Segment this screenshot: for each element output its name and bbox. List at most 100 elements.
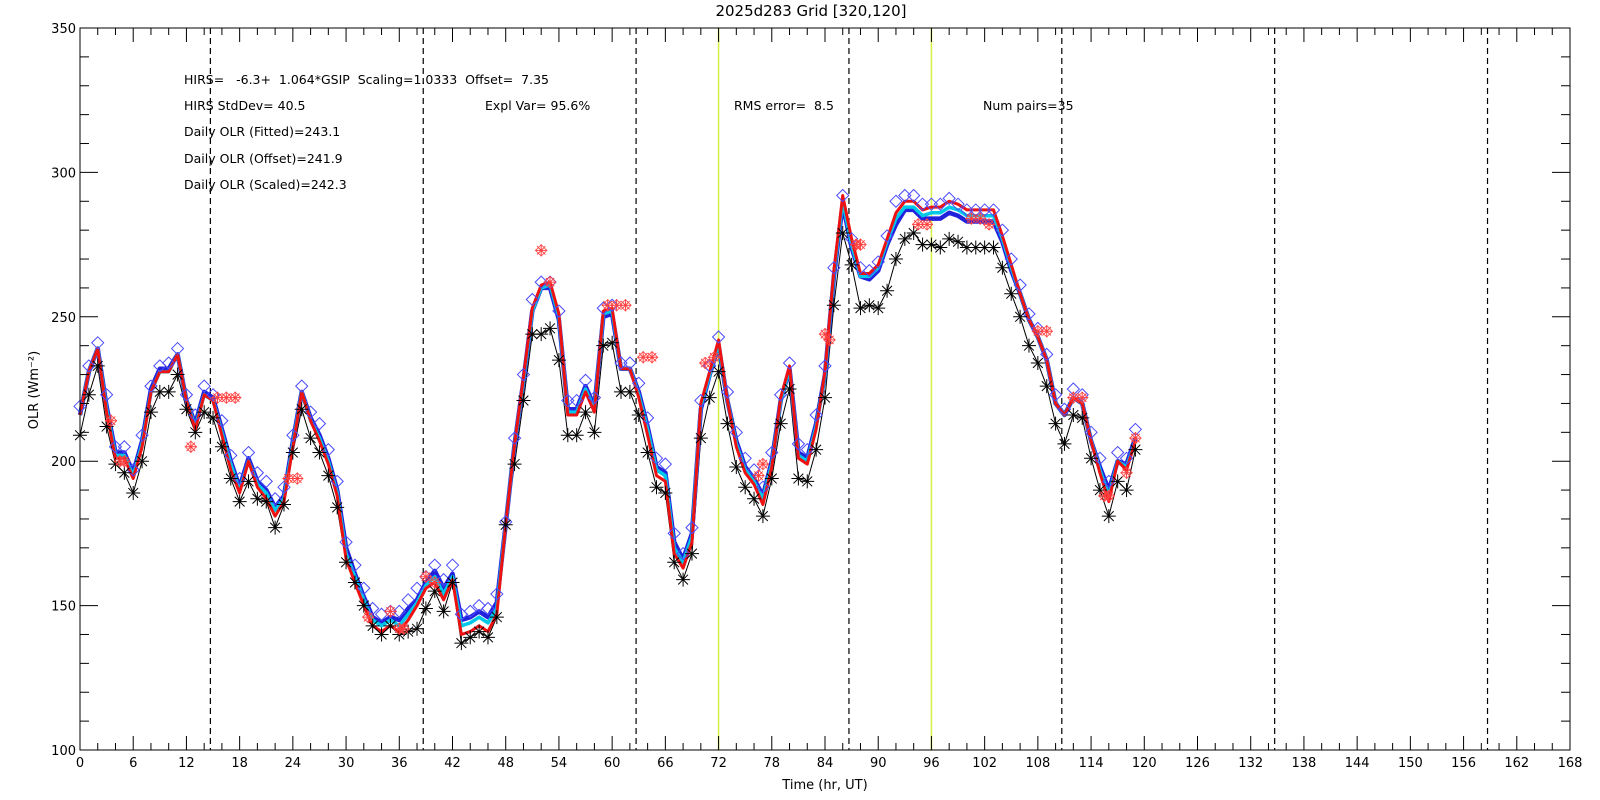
hirs-red-star-point xyxy=(419,570,432,583)
hirs-diamond-point xyxy=(649,451,664,466)
hirs-diamond-point xyxy=(1093,451,1107,466)
gsip-asterisk-point xyxy=(729,459,744,474)
gsip-asterisk-point xyxy=(454,636,469,651)
hirs-red-box xyxy=(228,391,242,404)
hirs-stddev: HIRS StdDev= 40.5 xyxy=(184,98,305,113)
hirs-diamond-point xyxy=(1048,388,1063,402)
hirs-red-star-point xyxy=(983,218,996,231)
hirs-red-box xyxy=(397,622,410,635)
hirs-diamond-point xyxy=(578,373,593,388)
gsip-asterisk-point xyxy=(1021,338,1036,353)
gsip-asterisk-point xyxy=(676,572,691,587)
gsip-asterisk-point xyxy=(472,624,487,639)
y-tick-label: 300 xyxy=(51,166,76,181)
hirs-diamond-point xyxy=(694,393,708,408)
hirs-red-box xyxy=(1102,489,1116,503)
gsip-asterisk-point xyxy=(711,364,726,379)
hirs-diamond-point xyxy=(108,440,123,454)
x-tick-label: 84 xyxy=(817,756,834,771)
hirs-diamond-point xyxy=(836,188,850,203)
gsip-asterisk-point xyxy=(312,445,327,460)
series-line-gsip xyxy=(79,232,1136,644)
gsip-asterisk-point xyxy=(738,480,753,495)
hirs-diamond-point xyxy=(898,188,912,203)
gsip-asterisk-point xyxy=(915,237,930,252)
hirs-diamond-point xyxy=(170,341,185,356)
hirs-diamond-point xyxy=(1057,402,1072,416)
gsip-asterisk-point xyxy=(1013,309,1028,324)
daily-olr-fitted: Daily OLR (Fitted)=243.1 xyxy=(184,124,340,139)
hirs-red-star-point xyxy=(819,328,831,341)
hirs-diamond-point xyxy=(1119,451,1134,466)
hirs-diamond-point xyxy=(490,587,504,601)
hirs-diamond-point xyxy=(977,203,992,217)
x-tick-label: 162 xyxy=(1504,756,1529,771)
gsip-asterisk-point xyxy=(418,601,433,616)
gsip-asterisk-point xyxy=(649,480,664,495)
hirs-diamond-point xyxy=(179,388,194,402)
hirs-diamond-point xyxy=(312,416,327,431)
hirs-red-star-point xyxy=(646,351,659,364)
axes: 0 6 12 18 24 30 36 42 48 54 60 66 72 78 84 90 96 102 108 11… xyxy=(51,22,1582,771)
hirs-diamond-point xyxy=(561,393,575,408)
hirs-red-box xyxy=(982,218,996,231)
y-tick-label: 250 xyxy=(51,311,76,326)
x-tick-label: 48 xyxy=(497,756,514,771)
gsip-asterisk-point xyxy=(259,494,274,509)
gsip-asterisk-point xyxy=(791,471,806,486)
hirs-red-star-point xyxy=(118,455,131,468)
hirs-red-star-point xyxy=(384,605,397,618)
hirs-diamond-point xyxy=(516,367,531,382)
gsip-asterisk-point xyxy=(285,445,300,460)
reference-lines xyxy=(209,28,1489,750)
hirs-diamond-point xyxy=(144,379,158,393)
hirs-diamond-point xyxy=(91,336,105,350)
hirs-diamond-point xyxy=(428,558,442,572)
gsip-asterisk-point xyxy=(179,402,194,417)
x-tick-label: 156 xyxy=(1451,756,1476,771)
hirs-diamond-point xyxy=(99,388,114,402)
hirs-red-star-point xyxy=(1076,391,1089,404)
gsip-asterisk-point xyxy=(551,353,566,368)
gsip-asterisk-point xyxy=(383,618,398,633)
gsip-asterisk-point xyxy=(773,416,788,431)
gsip-asterisk-point xyxy=(578,405,593,420)
hirs-diamond-point xyxy=(135,428,149,442)
hirs-red-box xyxy=(610,299,623,312)
x-tick-label: 30 xyxy=(338,756,355,771)
gsip-asterisk-point xyxy=(401,624,416,639)
series-line-scaled xyxy=(78,194,1137,636)
gsip-asterisk-point xyxy=(1030,356,1045,371)
hirs-diamond-point xyxy=(951,197,965,211)
x-tick-label: 90 xyxy=(870,756,887,771)
gsip-asterisk-point xyxy=(427,584,442,599)
regression-equation: HIRS= -6.3+ 1.064*GSIP Scaling=1.0333 Of… xyxy=(184,72,549,87)
hirs-diamond-point xyxy=(880,229,894,243)
hirs-red-star-point xyxy=(1031,325,1044,338)
gsip-asterisk-point xyxy=(339,555,354,570)
gsip-asterisk-point xyxy=(170,367,185,382)
hirs-red-star-point xyxy=(229,391,242,404)
daily-olr-scaled: Daily OLR (Scaled)=242.3 xyxy=(184,177,347,192)
gsip-asterisk-point xyxy=(410,621,425,636)
hirs-red-star-point xyxy=(912,218,925,231)
hirs-red-star-point xyxy=(601,299,614,312)
gsip-asterisk-point xyxy=(534,327,549,342)
gsip-asterisk-point xyxy=(241,474,256,489)
hirs-diamond-point xyxy=(809,408,823,422)
gsip-asterisk-point xyxy=(507,457,522,472)
hirs-red-star-point xyxy=(637,351,650,364)
hirs-red-box xyxy=(818,327,832,341)
gsip-asterisk-point xyxy=(108,457,123,472)
gsip-asterisk-point xyxy=(1128,442,1143,457)
hirs-diamond-point xyxy=(357,581,371,595)
gsip-asterisk-point xyxy=(294,402,309,417)
hirs-diamond-point xyxy=(348,558,362,572)
hirs-diamond-point xyxy=(640,411,655,425)
hirs-red-box xyxy=(911,218,925,231)
hirs-diamond-point xyxy=(295,379,309,393)
hirs-diamond-point xyxy=(676,546,690,561)
x-tick-label: 168 xyxy=(1558,756,1583,771)
gsip-asterisk-point xyxy=(188,425,203,440)
hirs-red-star-point xyxy=(211,391,224,404)
